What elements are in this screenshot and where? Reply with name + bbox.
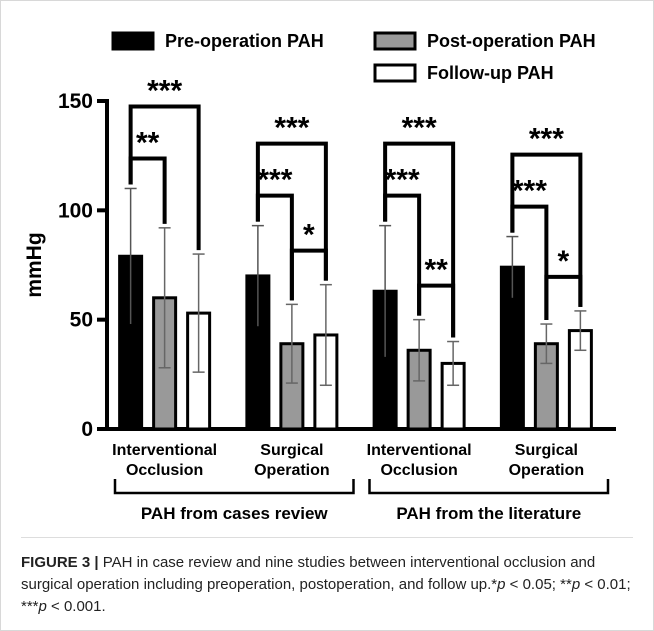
legend-label: Follow-up PAH bbox=[427, 63, 554, 83]
significance-bracket bbox=[289, 248, 328, 301]
caption-run: < 0.001. bbox=[46, 598, 106, 615]
significance-label: ** bbox=[424, 254, 448, 287]
y-tick-label: 100 bbox=[58, 199, 93, 222]
significance-label: * bbox=[303, 219, 315, 252]
x-tick-label: Interventional Occlusion bbox=[366, 442, 472, 479]
significance-label: * bbox=[558, 245, 570, 278]
legend-label: Post-operation PAH bbox=[427, 31, 596, 51]
chart: Pre-operation PAH Post-operation PAH Follo… bbox=[23, 31, 616, 523]
caption: FIGURE 3 | PAH in case review and nine s… bbox=[21, 537, 633, 618]
significance-bracket bbox=[128, 104, 201, 251]
significance-label: ** bbox=[136, 126, 160, 159]
caption-run: FIGURE 3 | bbox=[21, 554, 99, 571]
significance-bracket bbox=[255, 141, 328, 281]
significance-label: *** bbox=[257, 164, 292, 197]
significance-label: *** bbox=[512, 175, 547, 208]
caption-run: < 0.05; ** bbox=[505, 576, 572, 593]
significance-label: *** bbox=[274, 112, 309, 145]
group-bracket bbox=[368, 479, 610, 495]
legend-swatch bbox=[111, 31, 155, 51]
significance-bracket bbox=[417, 283, 456, 338]
significance-label: *** bbox=[147, 74, 182, 107]
significance-label: *** bbox=[385, 164, 420, 197]
y-tick-label: 50 bbox=[70, 309, 93, 332]
caption-run: p bbox=[571, 576, 581, 593]
legend-label: Pre-operation PAH bbox=[165, 31, 324, 51]
significance-bracket bbox=[128, 156, 167, 224]
caption-run: < 0.01; *** bbox=[21, 576, 631, 615]
group-label: PAH from the literature bbox=[396, 504, 581, 523]
legend-swatch bbox=[373, 63, 417, 83]
significance-bracket bbox=[544, 274, 583, 321]
caption-run: p bbox=[497, 576, 506, 593]
significance-label: *** bbox=[529, 123, 564, 156]
y-tick-label: 0 bbox=[81, 418, 93, 441]
caption-run: PAH in case review and nine studies betw… bbox=[21, 554, 596, 593]
x-tick-label: Surgical Operation bbox=[508, 442, 585, 479]
y-axis-label: mmHg bbox=[23, 232, 46, 297]
x-tick-label: Surgical Operation bbox=[254, 442, 330, 479]
significance-bracket bbox=[510, 152, 583, 307]
y-tick-label: 150 bbox=[58, 90, 93, 113]
legend-swatch bbox=[373, 31, 417, 51]
group-label: PAH from cases review bbox=[141, 504, 329, 523]
group-bracket bbox=[113, 479, 355, 495]
x-tick-label: Interventional Occlusion bbox=[112, 442, 218, 479]
significance-label: *** bbox=[402, 112, 437, 145]
caption-run: p bbox=[38, 598, 47, 615]
significance-bracket bbox=[383, 141, 456, 338]
